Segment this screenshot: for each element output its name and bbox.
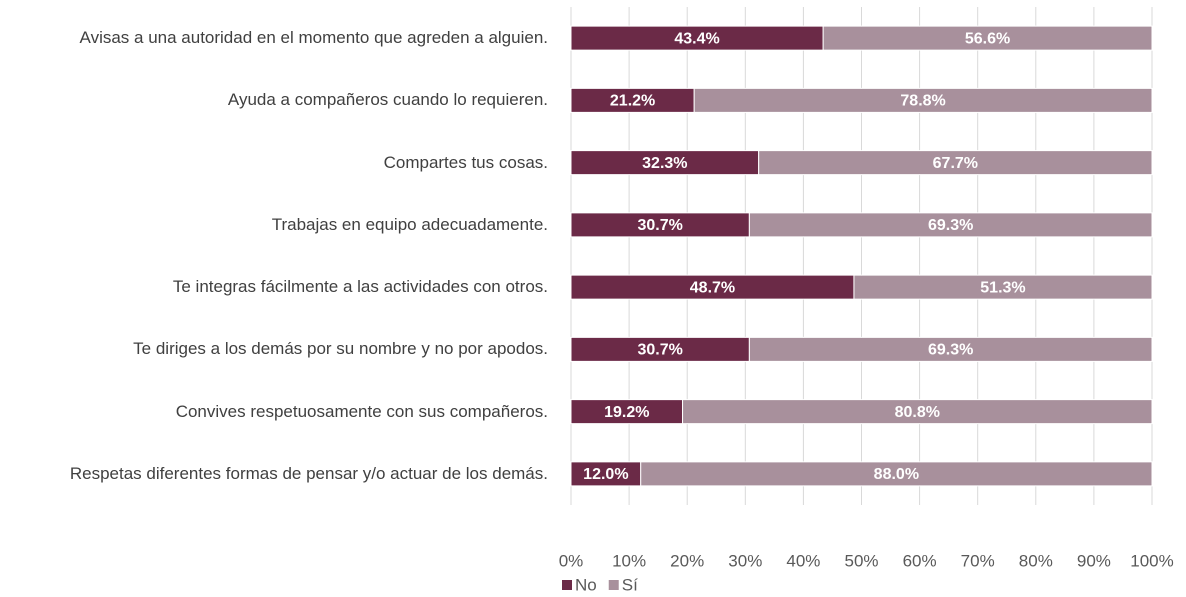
data-label: 32.3% [642, 155, 687, 172]
data-label: 56.6% [965, 30, 1010, 47]
bar-segment [640, 461, 1153, 487]
category-label-box: Respetas diferentes formas de pensar y/o… [3, 463, 548, 485]
y-tick-label: Avisas a una autoridad en el momento que… [79, 28, 548, 48]
x-tick-label: 0% [559, 551, 584, 570]
x-tick-label: 30% [728, 551, 762, 570]
data-label: 21.2% [610, 93, 655, 110]
category-label-box: Te integras fácilmente a las actividades… [3, 276, 548, 298]
data-label: 51.3% [980, 279, 1025, 296]
data-label: 19.2% [604, 404, 649, 421]
y-tick-label: Compartes tus cosas. [383, 152, 548, 172]
bar-segment [682, 399, 1153, 425]
legend-swatch [562, 580, 572, 590]
bar-segment [570, 399, 684, 425]
x-tick-label: 90% [1077, 551, 1111, 570]
bar-segment [570, 336, 750, 362]
data-label: 30.7% [637, 217, 682, 234]
category-label-box: Compartes tus cosas. [3, 152, 548, 174]
y-tick-label: Convives respetuosamente con sus compañe… [175, 401, 548, 421]
data-label: 78.8% [900, 93, 945, 110]
y-tick-label: Te integras fácilmente a las actividades… [172, 277, 548, 297]
bar-segment [748, 212, 1153, 238]
legend-label: No [575, 575, 597, 594]
data-label: 88.0% [874, 466, 919, 483]
y-tick-label: Trabajas en equipo adecuadamente. [271, 214, 548, 234]
y-tick-label: Respetas diferentes formas de pensar y/o… [69, 463, 548, 483]
bar-segment [570, 150, 760, 176]
bar-segment [570, 274, 855, 300]
x-tick-label: 20% [670, 551, 704, 570]
data-label: 69.3% [928, 217, 973, 234]
bar-segment [693, 87, 1153, 113]
x-tick-label: 50% [844, 551, 878, 570]
y-tick-label: Te diriges a los demás por su nombre y n… [133, 339, 548, 359]
data-label: 80.8% [895, 404, 940, 421]
data-label: 67.7% [933, 155, 978, 172]
data-label: 12.0% [583, 466, 628, 483]
data-label: 69.3% [928, 342, 973, 359]
data-label: 48.7% [690, 279, 735, 296]
data-label: 30.7% [637, 342, 682, 359]
bar-segment [570, 461, 642, 487]
x-tick-label: 70% [961, 551, 995, 570]
category-label-box: Te diriges a los demás por su nombre y n… [3, 338, 548, 360]
legend-label: Sí [622, 575, 638, 594]
x-tick-label: 60% [903, 551, 937, 570]
x-tick-label: 100% [1130, 551, 1173, 570]
category-label-box: Trabajas en equipo adecuadamente. [3, 214, 548, 236]
x-tick-label: 10% [612, 551, 646, 570]
bar-segment [758, 150, 1153, 176]
bar-segment [822, 25, 1153, 51]
bar-segment [853, 274, 1153, 300]
x-tick-label: 40% [786, 551, 820, 570]
y-tick-label: Ayuda a compañeros cuando lo requieren. [227, 90, 548, 110]
bar-segment [748, 336, 1153, 362]
legend-swatch [608, 580, 619, 590]
category-label-box: Avisas a una autoridad en el momento que… [3, 27, 548, 49]
x-tick-label: 80% [1019, 551, 1053, 570]
category-label-box: Convives respetuosamente con sus compañe… [3, 401, 548, 423]
category-label-box: Ayuda a compañeros cuando lo requieren. [3, 89, 548, 111]
data-label: 43.4% [674, 30, 719, 47]
bar-segment [570, 25, 824, 51]
